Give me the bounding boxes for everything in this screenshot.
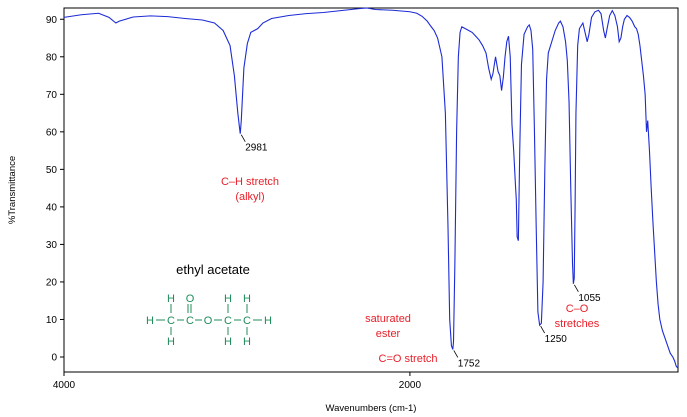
atom-h: H	[224, 336, 232, 348]
atom-h: H	[224, 293, 232, 305]
peak-label-2981: 2981	[245, 143, 268, 154]
y-tick-label: 60	[46, 127, 58, 138]
peak-label-1752: 1752	[458, 358, 481, 369]
y-tick-label: 40	[46, 202, 58, 213]
atom-c: C	[186, 315, 194, 327]
x-axis-ticks: 4000 2000	[53, 372, 422, 391]
svg-text:C–O: C–O	[566, 303, 589, 315]
peak-label-1055: 1055	[578, 293, 601, 304]
peak-label-leader	[540, 325, 545, 334]
plot-frame	[63, 7, 679, 373]
svg-text:C–H stretch: C–H stretch	[221, 176, 279, 188]
y-tick-label: 30	[46, 240, 58, 251]
atom-h: H	[167, 336, 175, 348]
atom-c: C	[167, 315, 175, 327]
y-tick-label: 20	[46, 277, 58, 288]
y-axis-title: %Transmittance	[7, 156, 18, 224]
atom-h: H	[264, 315, 272, 327]
annotation-co-stretches: C–O stretches	[555, 303, 600, 330]
peak-label-1250: 1250	[545, 334, 568, 345]
atom-h: H	[146, 315, 154, 327]
y-tick-label: 90	[46, 15, 58, 26]
ethyl-acetate-structure: H C C O C C H H O H H H H H	[146, 293, 272, 348]
y-tick-label: 70	[46, 90, 58, 101]
annotation-co-stretch: C=O stretch	[379, 353, 438, 365]
svg-text:saturated: saturated	[365, 313, 411, 325]
y-tick-label: 50	[46, 165, 58, 176]
peak-label-leader	[453, 350, 459, 358]
atom-o: O	[204, 315, 213, 327]
svg-text:(alkyl): (alkyl)	[235, 191, 264, 203]
x-tick-label: 2000	[399, 380, 422, 391]
y-tick-label: 10	[46, 315, 58, 326]
y-tick-label: 0	[51, 352, 57, 363]
annotation-ch-stretch: C–H stretch (alkyl)	[221, 176, 279, 203]
atom-c: C	[243, 315, 251, 327]
y-tick-label: 80	[46, 52, 58, 63]
peak-label-leader	[574, 284, 579, 293]
peak-labels: 2981 1752 1250 1055	[240, 134, 601, 369]
svg-text:C=O stretch: C=O stretch	[379, 353, 438, 365]
atom-h: H	[243, 336, 251, 348]
compound-name: ethyl acetate	[176, 262, 250, 277]
atom-h: H	[167, 293, 175, 305]
spectrum-line	[63, 7, 679, 369]
x-axis-title: Wavenumbers (cm-1)	[326, 403, 417, 414]
svg-text:ester: ester	[376, 328, 401, 340]
svg-text:stretches: stretches	[555, 318, 600, 330]
x-tick-label: 4000	[53, 380, 76, 391]
atom-c: C	[224, 315, 232, 327]
atom-h: H	[243, 293, 251, 305]
annotation-saturated-ester: saturated ester	[365, 313, 411, 340]
peak-label-leader	[240, 134, 246, 142]
atom-o: O	[186, 293, 195, 305]
y-axis-ticks: 0 10 20 30 40 50 60 70 80 90	[46, 15, 64, 363]
